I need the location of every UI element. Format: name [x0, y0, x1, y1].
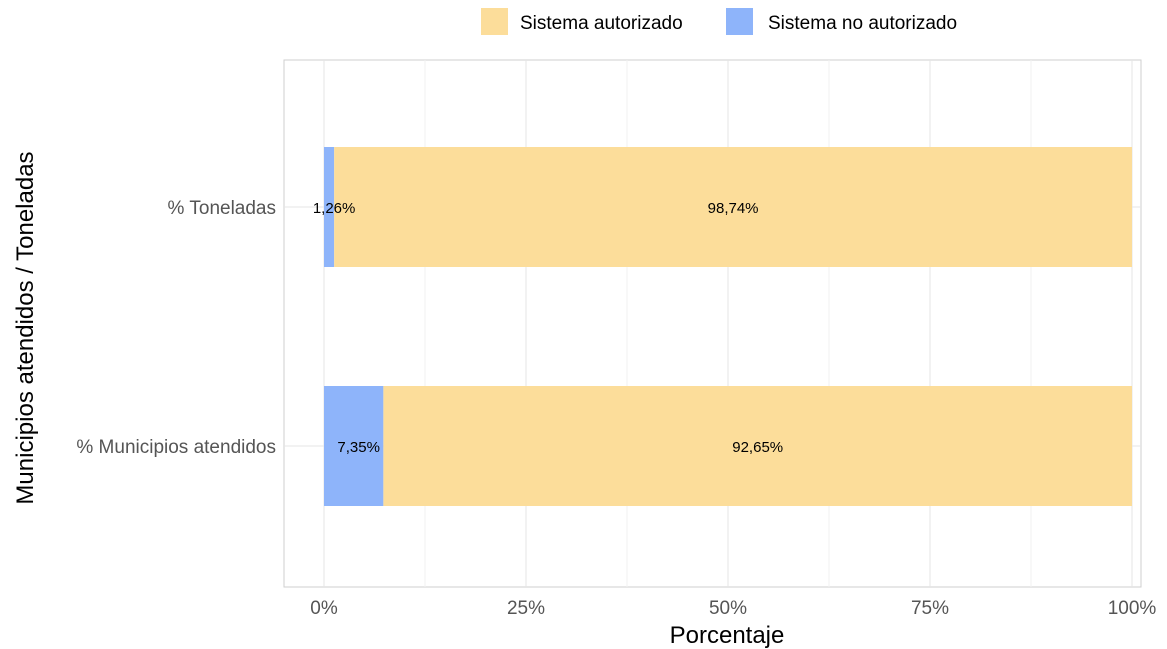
- y-tick-label: % Toneladas: [168, 198, 276, 219]
- data-label-sistema-autorizado: 92,65%: [732, 439, 783, 456]
- x-tick-label: 50%: [709, 598, 747, 619]
- data-label-sistema-autorizado: 98,74%: [708, 200, 759, 217]
- bars: [324, 147, 1132, 506]
- bar-sistema-no-autorizado: [324, 147, 335, 267]
- x-tick-label: 75%: [911, 598, 949, 619]
- data-label-sistema-no-autorizado: 7,35%: [337, 439, 380, 456]
- bar-sistema-autorizado: [334, 147, 1132, 267]
- legend-label-sistema-autorizado: Sistema autorizado: [520, 13, 683, 34]
- data-label-sistema-no-autorizado: 1,26%: [313, 200, 356, 217]
- y-tick-label: % Municipios atendidos: [76, 437, 276, 458]
- x-axis-title: Porcentaje: [670, 622, 785, 649]
- y-axis-ticks: % Toneladas % Municipios atendidos: [76, 198, 276, 458]
- x-tick-label: 25%: [507, 598, 545, 619]
- plot-panel: [283, 59, 1142, 588]
- legend-key-sistema-autorizado: [481, 8, 508, 35]
- y-axis-title: Municipios atendidos / Toneladas: [12, 151, 39, 504]
- legend-key-sistema-no-autorizado: [726, 8, 753, 35]
- legend-label-sistema-no-autorizado: Sistema no autorizado: [768, 13, 957, 34]
- x-axis-ticks: 0% 25% 50% 75% 100%: [310, 598, 1156, 619]
- bar-labels: 1,26% 98,74% 7,35% 92,65%: [313, 200, 783, 456]
- bar-sistema-autorizado: [383, 386, 1132, 506]
- x-tick-label: 0%: [310, 598, 338, 619]
- x-tick-label: 100%: [1108, 598, 1157, 619]
- legend: Sistema autorizado Sistema no autorizado: [481, 8, 957, 35]
- bar-sistema-no-autorizado: [324, 386, 384, 506]
